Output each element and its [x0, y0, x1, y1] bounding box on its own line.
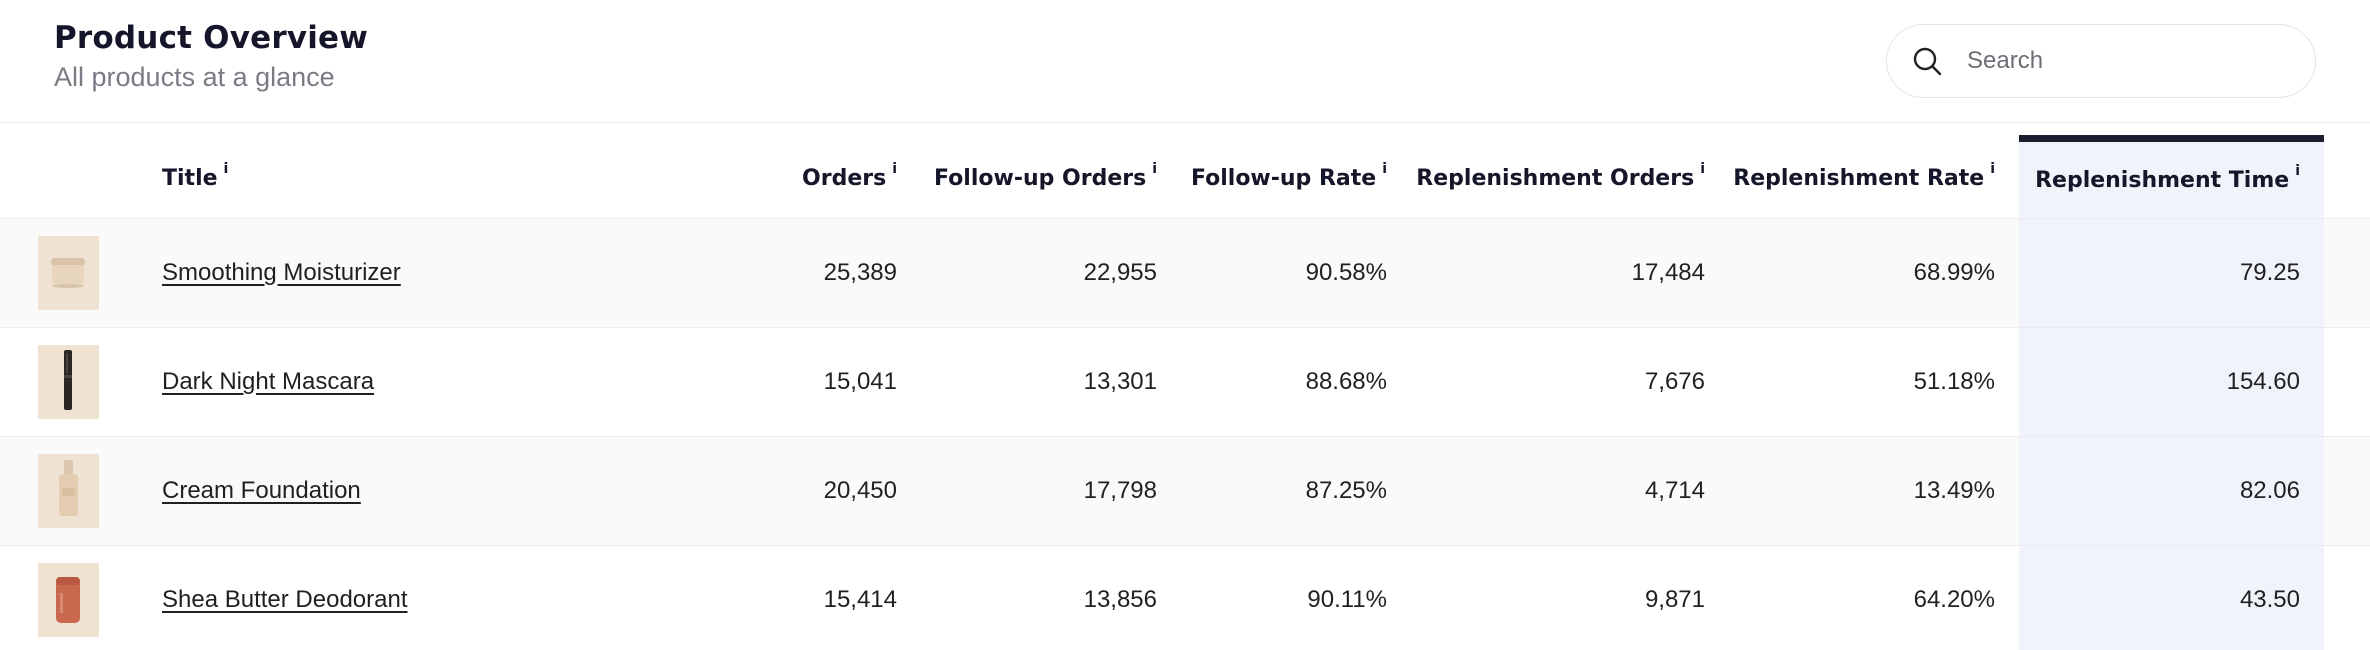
- followup-rate-cell: 88.68%: [1181, 327, 1411, 437]
- thumbnail-cell: [0, 436, 148, 546]
- followup-rate-cell: 87.25%: [1181, 436, 1411, 546]
- header-replenishment-time-label: Replenishment Time: [2035, 167, 2290, 193]
- replenishment-time-cell: 79.25: [2019, 218, 2324, 328]
- replenishment-rate-cell: 13.49%: [1729, 436, 2019, 546]
- thumbnail-cell: [0, 327, 148, 437]
- table-row[interactable]: Cream Foundation 20,450 17,798 87.25% 4,…: [0, 436, 2370, 546]
- replenishment-orders-cell: 17,484: [1411, 218, 1729, 328]
- info-icon[interactable]: i: [892, 160, 897, 177]
- followup-orders-cell: 22,955: [921, 218, 1181, 328]
- page-subtitle: All products at a glance: [54, 62, 335, 92]
- header-followup-orders-label: Follow-up Orders: [934, 165, 1147, 191]
- product-title-cell: Smoothing Moisturizer: [148, 218, 724, 328]
- info-icon[interactable]: i: [1990, 160, 1995, 177]
- replenishment-orders-cell: 9,871: [1411, 545, 1729, 650]
- table-row[interactable]: Shea Butter Deodorant 15,414 13,856 90.1…: [0, 545, 2370, 650]
- product-link[interactable]: Cream Foundation: [162, 477, 361, 504]
- product-title-cell: Dark Night Mascara: [148, 327, 724, 437]
- header-orders[interactable]: Orders i: [724, 138, 921, 219]
- search-icon: [1911, 45, 1945, 79]
- table-header-row: Title i Orders i Follow-up Orders i Follow-…: [0, 135, 2370, 219]
- header-replenishment-time[interactable]: Replenishment Time i: [2019, 135, 2324, 219]
- deodorant-stick-icon: [38, 563, 99, 637]
- info-icon[interactable]: i: [1382, 160, 1387, 177]
- page-header: Product Overview All products at a glanc…: [0, 0, 2370, 123]
- followup-rate-cell: 90.11%: [1181, 545, 1411, 650]
- replenishment-time-cell: 82.06: [2019, 436, 2324, 546]
- replenishment-orders-cell: 4,714: [1411, 436, 1729, 546]
- orders-cell: 20,450: [724, 436, 921, 546]
- info-icon[interactable]: i: [223, 160, 229, 177]
- followup-rate-cell: 90.58%: [1181, 218, 1411, 328]
- mascara-tube-icon: [38, 345, 99, 419]
- products-table: Title i Orders i Follow-up Orders i Follow-…: [0, 135, 2370, 650]
- search-input[interactable]: [1967, 39, 2287, 83]
- info-icon[interactable]: i: [1152, 160, 1157, 177]
- replenishment-orders-cell: 7,676: [1411, 327, 1729, 437]
- info-icon[interactable]: i: [1700, 160, 1705, 177]
- thumbnail-cell: [0, 545, 148, 650]
- product-title-cell: Shea Butter Deodorant: [148, 545, 724, 650]
- replenishment-rate-cell: 68.99%: [1729, 218, 2019, 328]
- page-title: Product Overview: [54, 20, 369, 56]
- header-followup-rate[interactable]: Follow-up Rate i: [1181, 138, 1411, 219]
- header-replenishment-orders[interactable]: Replenishment Orders i: [1411, 138, 1729, 219]
- orders-cell: 15,414: [724, 545, 921, 650]
- header-replenishment-rate[interactable]: Replenishment Rate i: [1729, 138, 2019, 219]
- replenishment-time-cell: 43.50: [2019, 545, 2324, 650]
- header-spacer: [2324, 138, 2370, 219]
- product-link[interactable]: Smoothing Moisturizer: [162, 259, 401, 286]
- spacer-cell: [2324, 545, 2370, 650]
- product-link[interactable]: Shea Butter Deodorant: [162, 586, 408, 613]
- moisturizer-jar-icon: [38, 236, 99, 310]
- foundation-bottle-icon: [38, 454, 99, 528]
- product-title-cell: Cream Foundation: [148, 436, 724, 546]
- followup-orders-cell: 13,856: [921, 545, 1181, 650]
- table-row[interactable]: Smoothing Moisturizer 25,389 22,955 90.5…: [0, 218, 2370, 328]
- orders-cell: 25,389: [724, 218, 921, 328]
- replenishment-rate-cell: 64.20%: [1729, 545, 2019, 650]
- product-link[interactable]: Dark Night Mascara: [162, 368, 375, 395]
- followup-orders-cell: 13,301: [921, 327, 1181, 437]
- followup-orders-cell: 17,798: [921, 436, 1181, 546]
- replenishment-rate-cell: 51.18%: [1729, 327, 2019, 437]
- header-orders-label: Orders: [802, 165, 887, 191]
- table-row[interactable]: Dark Night Mascara 15,041 13,301 88.68% …: [0, 327, 2370, 437]
- header-thumbnail: [0, 138, 148, 219]
- replenishment-time-cell: 154.60: [2019, 327, 2324, 437]
- orders-cell: 15,041: [724, 327, 921, 437]
- thumbnail-cell: [0, 218, 148, 328]
- header-followup-orders[interactable]: Follow-up Orders i: [921, 138, 1181, 219]
- header-replenishment-orders-label: Replenishment Orders: [1416, 165, 1695, 191]
- header-title[interactable]: Title i: [148, 138, 724, 219]
- header-replenishment-rate-label: Replenishment Rate: [1733, 165, 1985, 191]
- search-box[interactable]: [1886, 24, 2316, 98]
- header-title-label: Title: [162, 165, 218, 191]
- header-followup-rate-label: Follow-up Rate: [1190, 165, 1377, 191]
- info-icon[interactable]: i: [2295, 162, 2300, 179]
- spacer-cell: [2324, 327, 2370, 437]
- spacer-cell: [2324, 218, 2370, 328]
- spacer-cell: [2324, 436, 2370, 546]
